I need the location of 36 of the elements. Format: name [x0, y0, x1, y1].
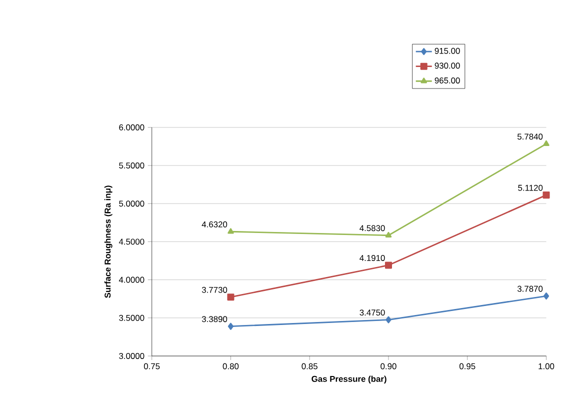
data-label: 3.7730 — [202, 286, 228, 293]
y-tick-label: 3.0000 — [119, 353, 144, 360]
data-label: 3.3890 — [202, 316, 228, 322]
point — [384, 262, 392, 269]
x-tick-label: 0.90 — [380, 363, 396, 370]
data-label: 5.1120 — [518, 184, 543, 191]
y-tick-label: 6.0000 — [119, 124, 144, 130]
point — [543, 292, 550, 300]
legend-label: 930.00 — [434, 62, 460, 69]
x-tick-label: 1.00 — [538, 363, 554, 370]
x-tick-label: 0.85 — [302, 363, 318, 370]
x-tick-label: 0.75 — [144, 363, 160, 370]
data-label: 5.7840 — [517, 134, 543, 140]
data-label: 4.5830 — [360, 225, 385, 232]
point — [385, 232, 392, 238]
legend-label: 965.00 — [434, 78, 460, 84]
data-label: 3.7870 — [517, 286, 543, 292]
point — [386, 316, 392, 324]
point — [542, 192, 550, 199]
y-tick-label: 5.0000 — [119, 200, 144, 207]
data-label: 4.1910 — [360, 255, 385, 262]
y-tick-label: 4.0000 — [118, 276, 144, 283]
y-tick-label: 5.5000 — [119, 162, 144, 169]
data-label: 4.6320 — [202, 221, 228, 228]
point — [228, 322, 234, 330]
point — [228, 228, 234, 234]
x-tick-label: 0.80 — [222, 363, 239, 370]
data-label: 3.4750 — [360, 310, 385, 316]
x-axis-title: Gas Pressure (bar) — [312, 376, 386, 384]
point — [227, 294, 234, 301]
y-tick-label: 3.5000 — [119, 314, 144, 321]
y-tick-label: 4.5000 — [118, 238, 144, 245]
point — [543, 140, 550, 146]
legend-label: 915.00 — [434, 48, 460, 54]
x-tick-label: 0.95 — [459, 363, 476, 370]
y-axis-title: Surface Roughness (Ra inμ) — [104, 186, 112, 298]
